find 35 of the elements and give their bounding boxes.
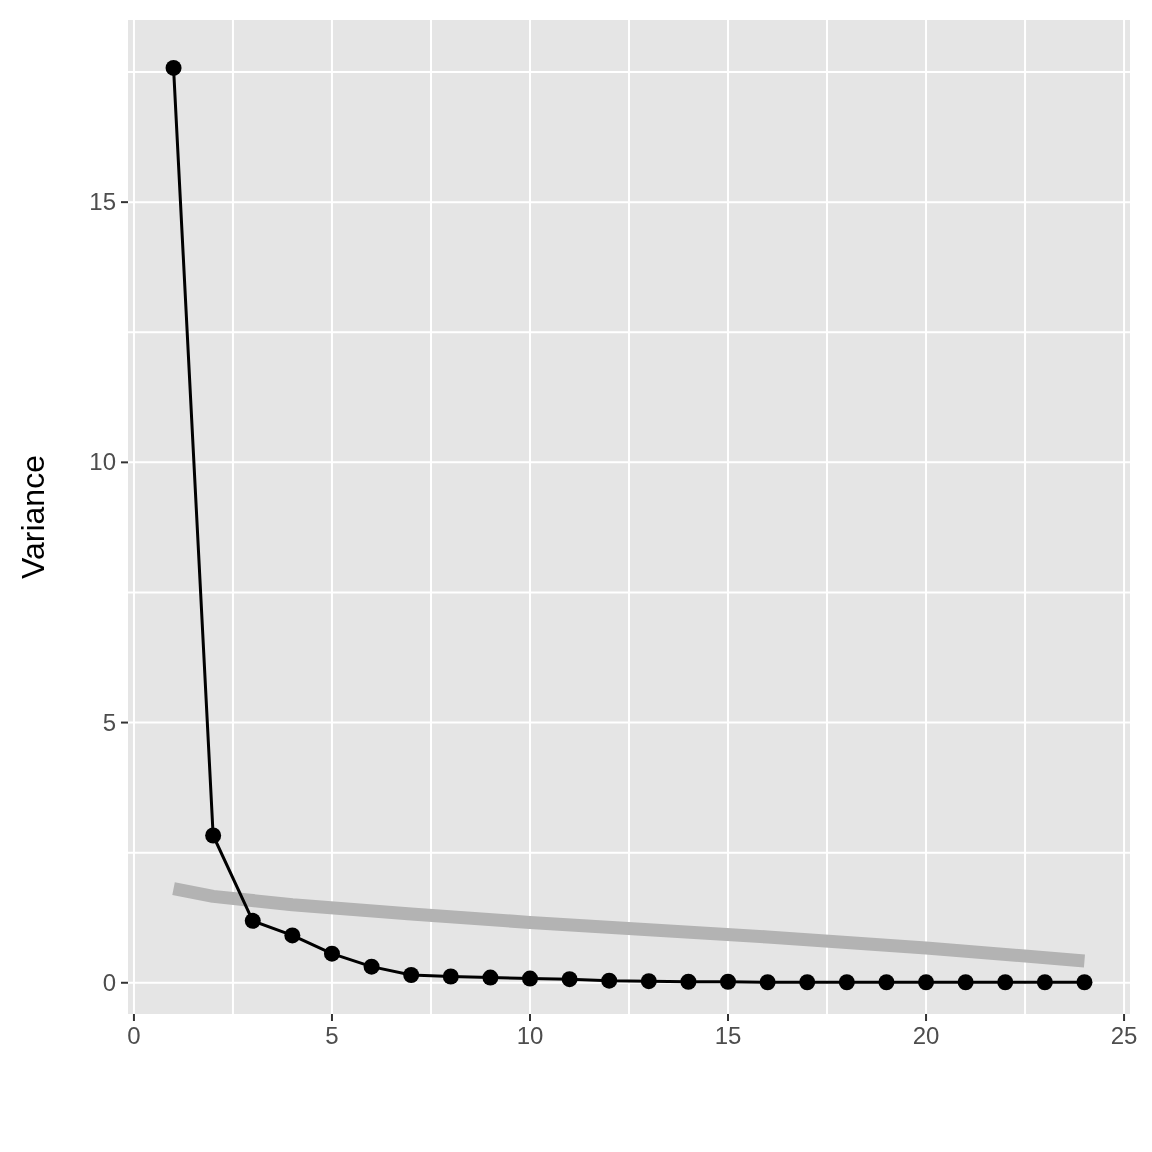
point (403, 966, 420, 983)
point (165, 59, 182, 76)
point (521, 970, 538, 987)
point (1036, 974, 1053, 991)
x-tick-label: 0 (127, 1022, 141, 1049)
point (838, 974, 855, 991)
x-tick-label: 10 (516, 1022, 544, 1049)
point (205, 827, 222, 844)
x-tick-label: 20 (912, 1022, 940, 1049)
y-tick-label: 0 (102, 968, 116, 996)
point (244, 912, 261, 929)
point (878, 974, 895, 991)
y-tick-label: 15 (89, 188, 116, 216)
point (363, 958, 380, 975)
point (957, 974, 974, 991)
y-tick-label: 5 (102, 708, 116, 736)
point (601, 972, 618, 989)
y-axis-title: Variance (15, 455, 52, 579)
x-tick-label: 5 (325, 1022, 339, 1049)
x-tick-label: 25 (1110, 1022, 1138, 1049)
point (1076, 974, 1093, 991)
point (640, 973, 657, 990)
point (799, 974, 816, 991)
point (720, 973, 737, 990)
point (759, 974, 776, 991)
point (680, 973, 697, 990)
point (284, 927, 301, 944)
point (561, 971, 578, 988)
y-tick-label: 10 (89, 448, 116, 476)
point (997, 974, 1014, 991)
point (918, 974, 935, 991)
point (482, 969, 499, 986)
point (323, 945, 340, 962)
x-tick-label: 15 (714, 1022, 742, 1049)
point (442, 968, 459, 985)
